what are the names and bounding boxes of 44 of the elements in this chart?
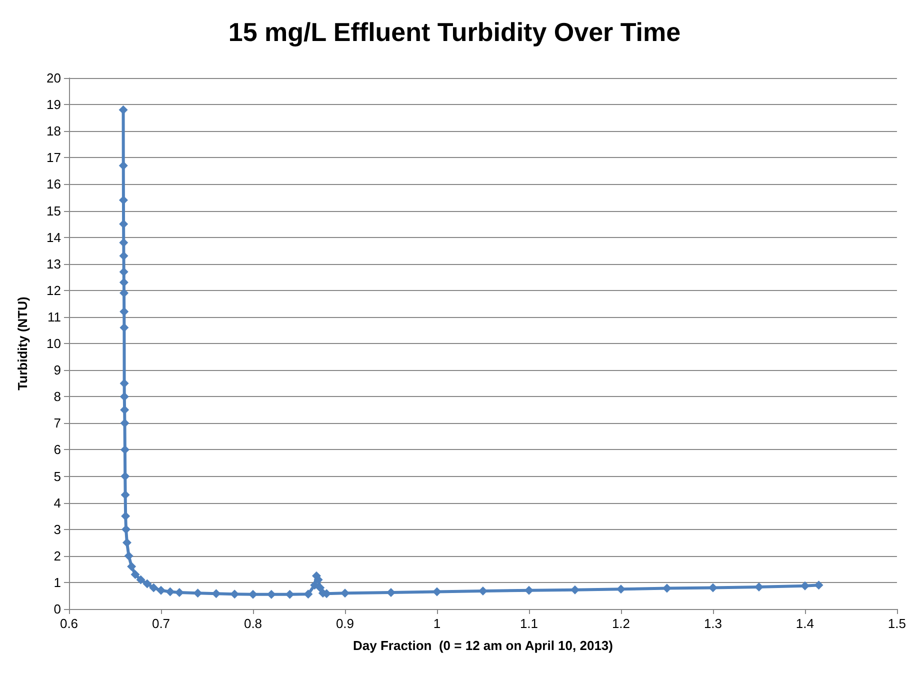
y-tick-label: 3 [54, 522, 61, 537]
y-tick-label: 18 [46, 124, 61, 139]
point [124, 551, 134, 560]
y-tick-label: 11 [48, 309, 61, 324]
y-tick-label: 6 [54, 442, 61, 458]
x-tick-label: 0.7 [152, 616, 170, 631]
y-tick-label: 17 [46, 150, 61, 166]
x-tick-label: 1.4 [796, 616, 814, 631]
y-tick-label: 2 [54, 548, 61, 564]
y-tick-label: 0 [54, 602, 61, 616]
y-tick-label: 7 [54, 416, 61, 431]
x-tick-label: 0.6 [60, 616, 78, 631]
x-tick-label: 1.5 [888, 616, 906, 631]
y-tick-label: 12 [46, 282, 61, 298]
x-tick-label: 0.9 [336, 616, 354, 631]
y-tick-label: 14 [46, 230, 61, 245]
point [127, 562, 136, 572]
x-axis-title: Day Fraction (0 = 12 am on April 10, 2013) [352, 638, 613, 653]
y-tick-label: 15 [46, 203, 61, 218]
y-tick-label: 5 [54, 468, 61, 484]
x-tick-label: 1 [433, 616, 441, 631]
point [156, 586, 166, 595]
x-tick-label: 1.1 [520, 616, 538, 631]
y-tick-label: 16 [46, 176, 61, 192]
y-tick-label: 4 [54, 495, 61, 510]
y-tick-label: 20 [46, 70, 61, 86]
point [316, 583, 325, 592]
y-tick-label: 13 [46, 256, 61, 272]
x-tick-label: 0.8 [244, 616, 262, 631]
point [142, 579, 152, 588]
chart-title: 15 mg/L Effluent Turbidity Over Time [228, 17, 681, 47]
point [130, 570, 140, 579]
x-tick-label: 1.3 [704, 616, 722, 631]
y-axis-title: Turbidity (NTU) [15, 296, 30, 390]
y-tick-label: 10 [46, 336, 61, 351]
point [304, 590, 313, 599]
y-tick-label: 9 [54, 362, 61, 378]
y-tick-label: 8 [54, 389, 61, 404]
point [136, 575, 146, 584]
y-tick-label: 19 [46, 97, 61, 112]
point [122, 538, 132, 548]
y-tick-label: 1 [54, 574, 61, 590]
x-tick-label: 1.2 [612, 616, 630, 631]
point [149, 583, 158, 592]
